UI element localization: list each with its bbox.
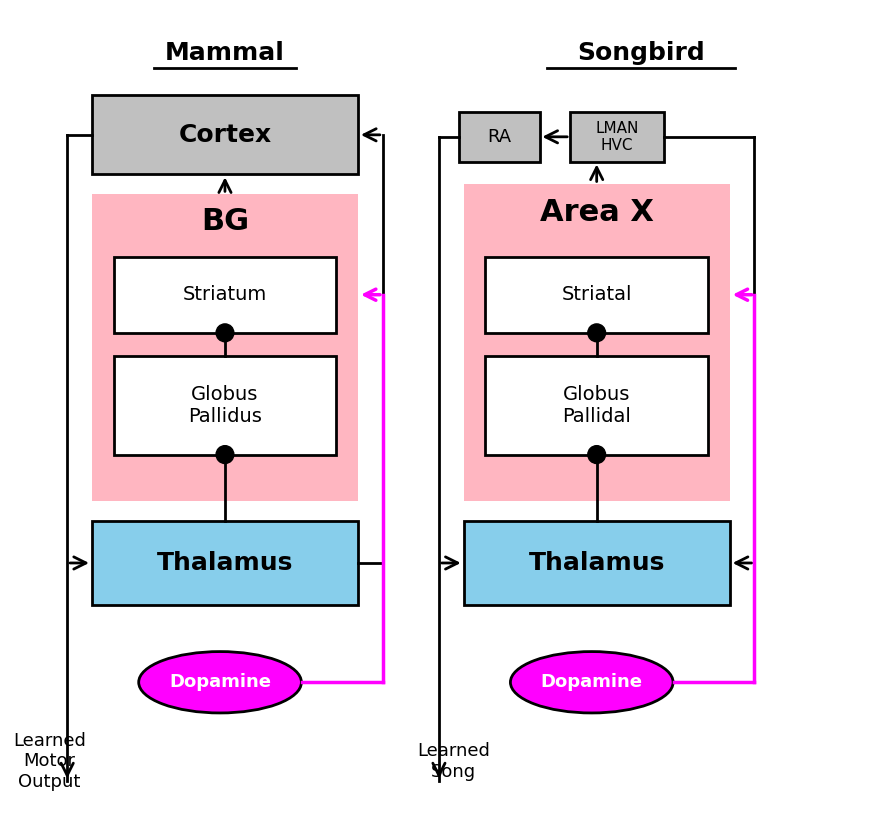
Text: Area X: Area X [540, 198, 654, 227]
FancyBboxPatch shape [113, 356, 337, 455]
FancyBboxPatch shape [92, 194, 358, 501]
FancyBboxPatch shape [459, 112, 540, 161]
Circle shape [588, 446, 605, 463]
Text: Thalamus: Thalamus [157, 551, 293, 575]
Text: Songbird: Songbird [577, 41, 705, 65]
Text: Striatal: Striatal [562, 285, 632, 304]
Ellipse shape [510, 652, 673, 713]
FancyBboxPatch shape [486, 256, 708, 332]
Text: Striatum: Striatum [183, 285, 267, 304]
FancyBboxPatch shape [464, 184, 730, 501]
Circle shape [588, 324, 605, 342]
Text: Thalamus: Thalamus [528, 551, 664, 575]
Text: Globus
Pallidus: Globus Pallidus [188, 385, 262, 426]
Circle shape [216, 446, 234, 463]
FancyBboxPatch shape [486, 356, 708, 455]
Text: Learned
Song: Learned Song [418, 742, 490, 781]
FancyBboxPatch shape [464, 521, 730, 605]
Text: Globus
Pallidal: Globus Pallidal [562, 385, 631, 426]
Text: LMAN
HVC: LMAN HVC [596, 121, 638, 153]
Text: BG: BG [201, 208, 249, 237]
Text: Mammal: Mammal [165, 41, 285, 65]
FancyBboxPatch shape [570, 112, 664, 161]
Text: RA: RA [487, 128, 511, 146]
Text: Cortex: Cortex [179, 123, 271, 147]
FancyBboxPatch shape [92, 521, 358, 605]
Circle shape [216, 324, 234, 342]
Ellipse shape [139, 652, 302, 713]
Text: Dopamine: Dopamine [169, 673, 271, 691]
FancyBboxPatch shape [113, 256, 337, 332]
FancyBboxPatch shape [92, 95, 358, 174]
Text: Dopamine: Dopamine [541, 673, 643, 691]
Text: Learned
Motor
Output: Learned Motor Output [13, 732, 86, 791]
